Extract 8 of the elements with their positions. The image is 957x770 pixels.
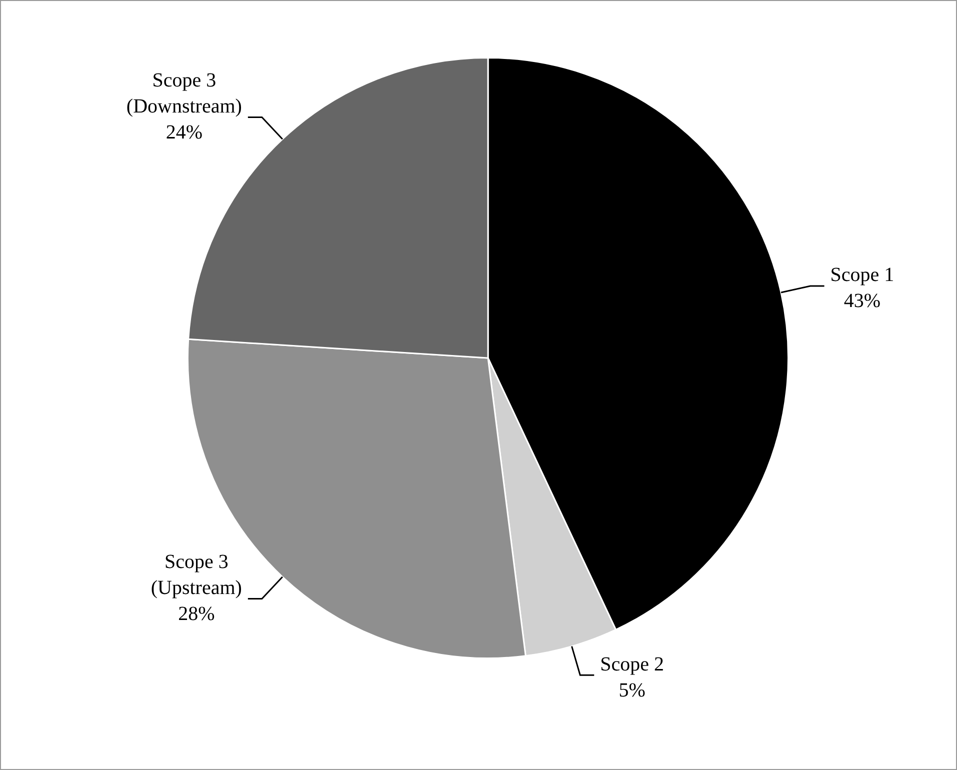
data-label: 5% bbox=[618, 679, 646, 702]
slice-label: Scope 1 bbox=[830, 264, 894, 286]
data-label: 43% bbox=[844, 290, 881, 312]
data-label: 24% bbox=[166, 122, 203, 144]
slice-label: Scope 3 (Upstream) bbox=[150, 550, 242, 599]
data-label: 28% bbox=[178, 602, 215, 625]
slice-label: Scope 3 (Downstream) bbox=[126, 70, 242, 118]
slice-label: Scope 2 bbox=[600, 653, 664, 676]
